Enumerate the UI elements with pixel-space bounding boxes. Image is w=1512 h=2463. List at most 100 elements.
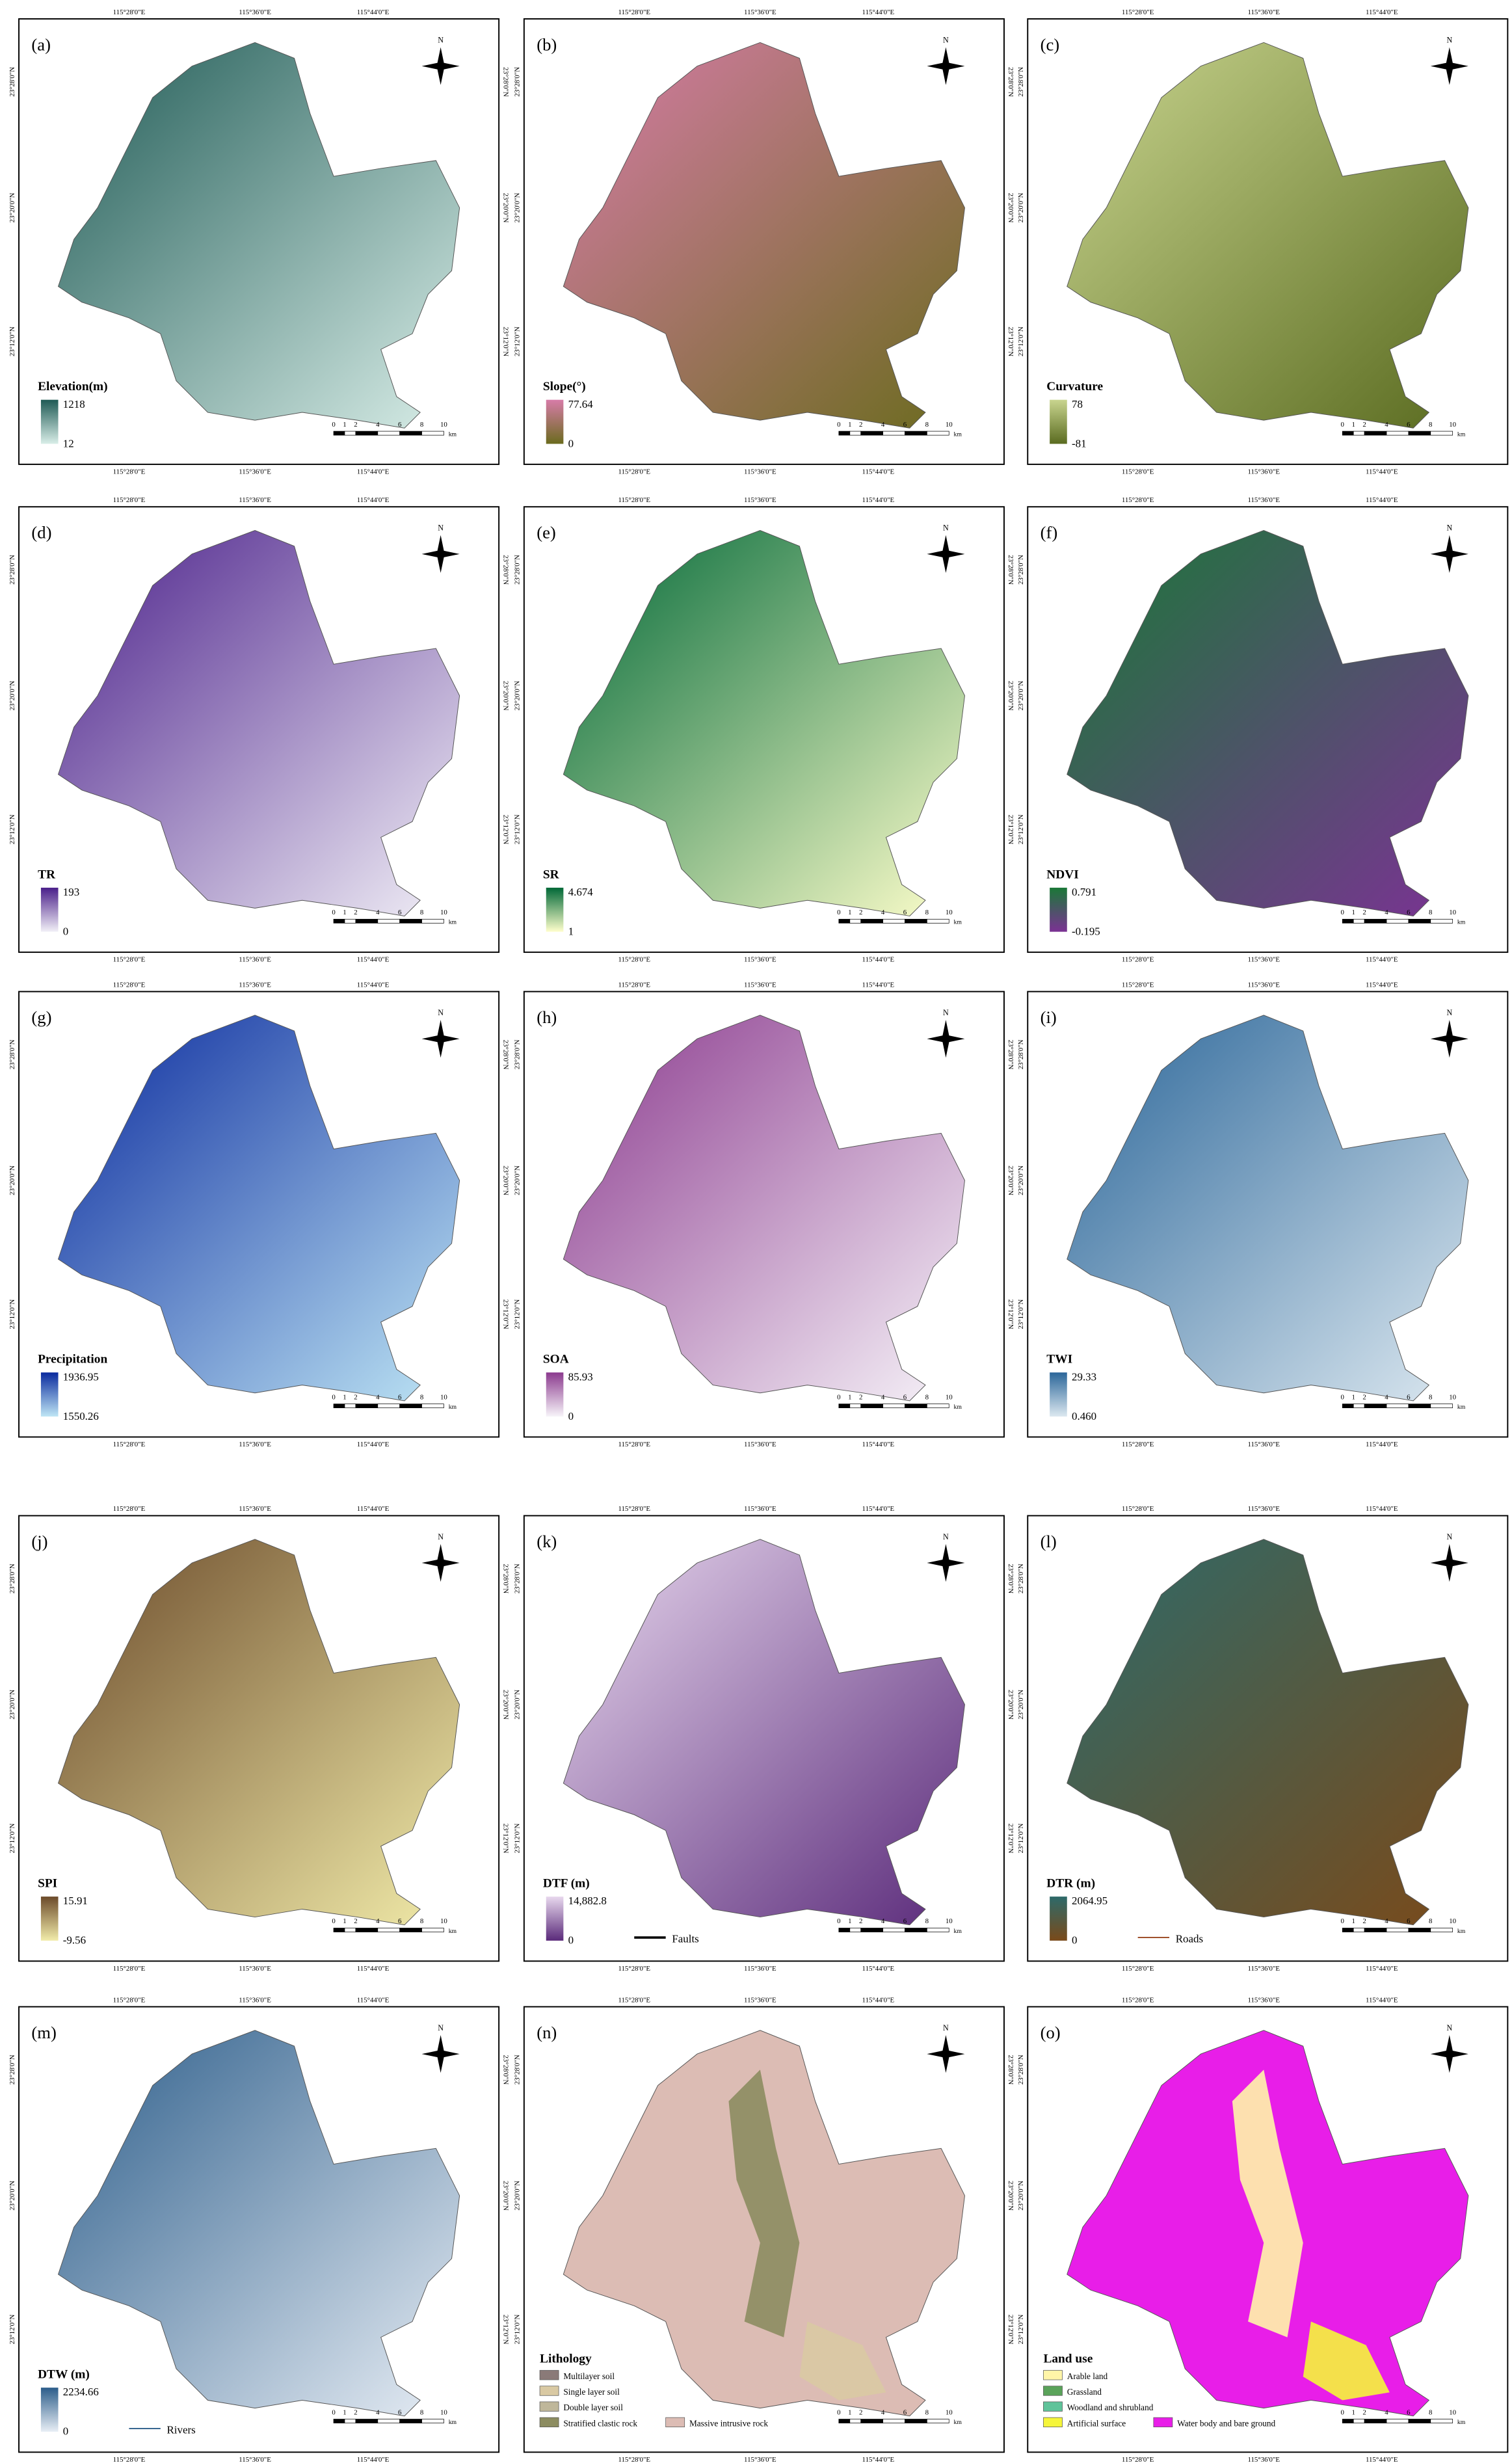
scale-bar-label: 6 — [1407, 2408, 1411, 2416]
map-panel: (a) N 115°28'0"E 115°28'0"E 115°36'0"E 115°36… — [8, 8, 510, 476]
legend-swatch — [1043, 2417, 1063, 2428]
panel-label: (e) — [537, 523, 556, 542]
lon-label: 115°28'0"E — [618, 1505, 650, 1513]
scale-bar-unit: km — [449, 1928, 457, 1935]
scale-bar-label: 2 — [354, 909, 357, 916]
scale-bar-label: 8 — [420, 1393, 424, 1401]
scale-bar-segment — [1430, 1404, 1453, 1409]
scale-bar-segment — [399, 2419, 422, 2423]
scale-bar-segment — [838, 918, 851, 924]
lat-label: 23°12'0"N — [501, 814, 509, 844]
legend-class-label: Water body and bare ground — [1177, 2418, 1275, 2428]
study-area — [57, 1015, 460, 1402]
legend-title: Land use — [1043, 2352, 1093, 2365]
scale-bar-label: 2 — [1362, 1393, 1366, 1401]
north-arrow — [1430, 535, 1468, 573]
lat-label: 23°20'0"N — [1017, 1690, 1025, 1720]
lon-label: 115°44'0"E — [1366, 956, 1398, 964]
scale-bar-segment — [882, 1404, 905, 1409]
lon-label: 115°36'0"E — [1247, 496, 1280, 504]
scale-bar-segment — [377, 431, 401, 436]
scale-bar-segment — [927, 1404, 949, 1409]
scale-bar-segment — [1342, 431, 1354, 436]
lon-label: 115°28'0"E — [1122, 1505, 1154, 1513]
study-area — [57, 42, 460, 429]
legend-max: 193 — [63, 886, 79, 898]
legend-title: TWI — [1046, 1353, 1072, 1366]
lon-label: 115°44'0"E — [862, 496, 895, 504]
map-panel: (c) N 115°28'0"E 115°28'0"E 115°36'0"E 115°36… — [1017, 8, 1512, 476]
lat-label: 23°28'0"N — [1511, 555, 1512, 585]
lat-label: 23°20'0"N — [1007, 681, 1015, 711]
study-area — [563, 1539, 965, 1926]
lat-label: 23°20'0"N — [1017, 2181, 1025, 2211]
legend-line-label: Faults — [672, 1932, 698, 1945]
legend-swatch — [1043, 2401, 1063, 2412]
scale-bar-label: 2 — [859, 909, 862, 916]
map-panel: (f) N 115°28'0"E 115°28'0"E 115°36'0"E 115°36… — [1017, 496, 1512, 964]
lon-label: 115°44'0"E — [1366, 1505, 1398, 1513]
scale-bar-segment — [1386, 2419, 1409, 2423]
lat-label: 23°28'0"N — [8, 1039, 16, 1069]
scale-bar-label: 2 — [859, 2408, 862, 2416]
north-arrow — [421, 1020, 460, 1058]
legend-title: Curvature — [1046, 380, 1103, 393]
lon-label: 115°44'0"E — [1366, 2456, 1398, 2463]
north-arrow — [927, 47, 965, 85]
scale-bar-segment — [377, 1928, 401, 1932]
scale-bar-segment — [421, 2419, 444, 2423]
lon-label: 115°36'0"E — [239, 1505, 271, 1513]
lat-label: 23°28'0"N — [514, 67, 522, 97]
lon-label: 115°28'0"E — [113, 2456, 146, 2463]
scale-bar-label: 10 — [946, 1917, 953, 1925]
scale-bar-label: 1 — [343, 909, 346, 916]
scale-bar-segment — [905, 1928, 927, 1932]
lon-label: 115°36'0"E — [1247, 2456, 1280, 2463]
panel-label: (m) — [31, 2023, 56, 2042]
lon-label: 115°36'0"E — [1247, 956, 1280, 964]
legend-class-label: Grassland — [1067, 2387, 1102, 2397]
lon-label: 115°44'0"E — [862, 468, 895, 475]
scale-bar-label: 6 — [1407, 1917, 1411, 1925]
scale-bar-segment — [377, 2419, 401, 2423]
legend-title: NDVI — [1046, 868, 1078, 881]
lon-label: 115°44'0"E — [862, 1965, 895, 1973]
scale-bar-unit: km — [1457, 1928, 1466, 1935]
scale-bar-segment — [333, 1928, 345, 1932]
map-panel: (n) N 115°28'0"E 115°28'0"E 115°36'0"E 115°36… — [514, 1996, 1015, 2463]
legend-class-label: Woodland and shrubland — [1067, 2403, 1154, 2412]
lat-label: 23°12'0"N — [1017, 2315, 1025, 2345]
north-label: N — [1446, 524, 1452, 533]
legend-swatch — [665, 2417, 685, 2428]
scale-bar-label: 10 — [440, 909, 447, 916]
panel-label: (g) — [31, 1007, 51, 1027]
scale-bar-label: 4 — [881, 1393, 885, 1401]
scale-bar-label: 1 — [848, 2408, 851, 2416]
lon-label: 115°36'0"E — [239, 1441, 271, 1448]
legend-max: 4.674 — [568, 886, 594, 898]
lat-label: 23°20'0"N — [501, 2181, 509, 2211]
lon-label: 115°36'0"E — [1247, 1965, 1280, 1973]
study-area — [57, 1539, 460, 1926]
lon-label: 115°28'0"E — [618, 8, 650, 16]
scale-bar-label: 10 — [440, 2408, 447, 2416]
scale-bar-segment — [1408, 918, 1431, 924]
legend-min: -0.195 — [1072, 925, 1100, 937]
scale-bar-segment — [1430, 431, 1453, 436]
class-patch — [799, 2321, 886, 2401]
panel-label: (f) — [1041, 523, 1058, 542]
scale-bar-label: 10 — [946, 421, 953, 429]
lon-label: 115°44'0"E — [862, 1996, 895, 2004]
legend-ramp — [40, 1897, 59, 1941]
legend-title: Elevation(m) — [38, 380, 108, 393]
panel-label: (c) — [1041, 34, 1060, 54]
scale-bar-label: 2 — [354, 1917, 357, 1925]
scale-bar-segment — [421, 1404, 444, 1409]
lon-label: 115°28'0"E — [1122, 496, 1154, 504]
scale-bar-label: 6 — [903, 1393, 907, 1401]
scale-bar-segment — [1364, 431, 1387, 436]
scale-bar-segment — [1353, 918, 1365, 924]
lat-label: 23°20'0"N — [1017, 1165, 1025, 1195]
north-label: N — [1446, 35, 1452, 44]
north-arrow — [1430, 47, 1468, 85]
